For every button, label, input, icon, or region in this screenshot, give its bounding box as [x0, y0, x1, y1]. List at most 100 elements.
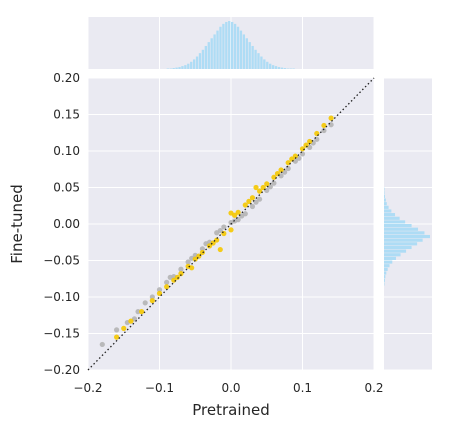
scatter-points	[99, 115, 334, 348]
marginal-x-bar	[269, 63, 272, 69]
marginal-y-bar	[384, 194, 385, 198]
marginal-x-bar	[210, 38, 213, 69]
scatter-point	[307, 138, 313, 145]
x-axis-tick-labels: −0.2 −0.1 0.0 0.1 0.2	[73, 381, 383, 395]
scatter-point	[156, 290, 163, 296]
scatter-point	[271, 180, 277, 186]
scatter-point	[260, 184, 266, 191]
y-axis-label: Fine-tuned	[8, 184, 26, 264]
marginal-x-bar	[190, 61, 193, 69]
scatter-point	[149, 294, 155, 300]
scatter-point	[271, 174, 277, 180]
marginal-x-bar	[263, 59, 266, 69]
marginal-y-bar	[384, 278, 385, 282]
marginal-x-bar	[181, 66, 184, 69]
scatter-point	[174, 274, 180, 280]
marginal-x-bar	[225, 21, 228, 69]
marginal-x-histogram	[166, 21, 295, 70]
marginal-x-bar	[271, 65, 275, 69]
y-tick-label: 0.15	[53, 108, 80, 122]
scatter-point	[235, 209, 241, 215]
scatter-point	[249, 203, 256, 210]
scatter-point	[156, 287, 163, 293]
marginal-x-bar	[172, 68, 175, 69]
scatter-point	[228, 227, 234, 233]
scatter-point	[192, 256, 198, 262]
marginal-y-bar	[384, 231, 425, 235]
scatter-point	[164, 284, 170, 290]
marginal-x-bar	[260, 56, 263, 69]
marginal-x-bar	[213, 34, 216, 69]
marginal-y-bar	[384, 209, 392, 213]
marginal-x-bar	[184, 65, 187, 69]
marginal-x-bar	[245, 38, 248, 69]
scatter-point	[321, 122, 327, 129]
scatter-point	[217, 246, 223, 253]
marginal-x-bar	[192, 59, 196, 69]
marginal-y-bar	[384, 216, 400, 220]
scatter-point	[253, 184, 259, 191]
y-axis-tick-labels: −0.20 −0.15 −0.10 −0.05 0.00 0.05 0.10 0.15 0.20	[43, 71, 80, 377]
marginal-x-bar	[280, 67, 284, 69]
marginal-x-bar	[216, 30, 219, 70]
marginal-y-bar	[384, 249, 407, 253]
marginal-x-bar	[248, 42, 251, 69]
scatter-point	[267, 184, 273, 190]
marginal-y-bar	[384, 238, 423, 242]
marginal-x-bar	[195, 56, 199, 69]
marginal-y-bar	[384, 267, 388, 271]
marginal-x-bar	[231, 21, 234, 69]
scatter-point	[321, 127, 327, 134]
scatter-point	[253, 199, 259, 205]
scatter-point	[206, 243, 213, 249]
scatter-point	[167, 274, 173, 280]
scatter-point	[164, 279, 170, 285]
x-tick-label: 0.2	[364, 381, 383, 395]
marginal-y-bar	[384, 224, 412, 228]
scatter-point	[221, 224, 227, 230]
marginal-x-bar	[254, 49, 257, 69]
marginal-x-bar	[257, 53, 260, 69]
marginal-x-bar	[277, 67, 281, 69]
y-tick-label: −0.20	[43, 363, 80, 377]
scatter-point	[139, 309, 145, 315]
scatter-point	[114, 334, 120, 340]
marginal-x-bar	[239, 30, 243, 70]
scatter-point	[99, 341, 105, 348]
scatter-point	[199, 246, 205, 252]
scatter-point	[228, 210, 234, 216]
scatter-point	[278, 167, 284, 173]
scatter-point	[242, 202, 248, 208]
marginal-y-bar	[384, 227, 419, 231]
marginal-y-bar	[384, 213, 396, 217]
marginal-y-bar	[384, 205, 389, 209]
scatter-point	[217, 227, 223, 234]
marginal-x-bar	[198, 53, 202, 69]
marginal-y-bar	[384, 256, 396, 260]
marginal-x-bar	[175, 67, 178, 69]
y-tick-label: 0.10	[53, 144, 80, 158]
marginal-x-bar	[233, 23, 237, 70]
y-tick-label: 0.05	[53, 181, 80, 195]
x-tick-label: −0.2	[73, 381, 102, 395]
scatter-point	[149, 298, 155, 304]
y-tick-label: −0.10	[43, 290, 80, 304]
scatter-point	[185, 259, 191, 265]
marginal-x-bar	[207, 42, 210, 69]
marginal-y-bar	[384, 202, 387, 206]
marginal-y-bar	[384, 253, 401, 257]
scatter-point	[239, 213, 245, 219]
scatter-point	[292, 153, 298, 159]
x-tick-label: −0.1	[145, 381, 174, 395]
scatter-point	[189, 265, 195, 271]
marginal-x-bar	[251, 45, 254, 69]
marginal-y-bar	[384, 271, 387, 275]
scatter-point	[178, 266, 184, 272]
y-tick-label: 0.00	[53, 217, 80, 231]
scatter-point	[257, 188, 263, 194]
y-tick-label: −0.05	[43, 254, 80, 268]
y-tick-label: −0.15	[43, 327, 80, 341]
scatter-point	[135, 309, 141, 315]
marginal-y-bar	[384, 220, 406, 224]
